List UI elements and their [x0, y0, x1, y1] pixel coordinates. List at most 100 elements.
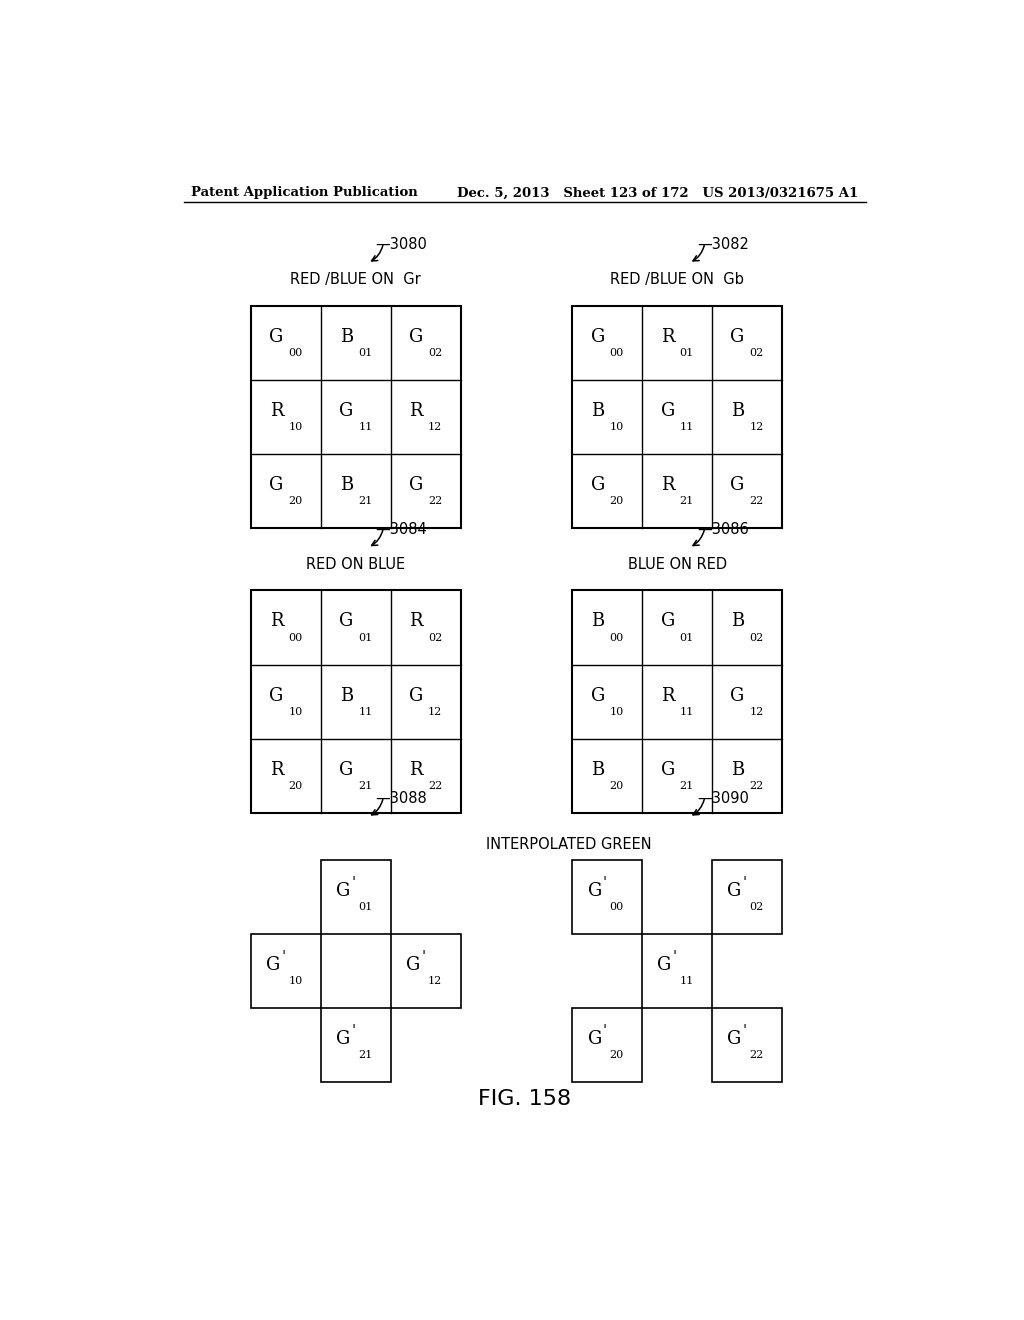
Text: 00: 00: [609, 348, 624, 358]
Text: G: G: [727, 1030, 741, 1048]
Text: 21: 21: [358, 1051, 373, 1060]
Text: ': ': [282, 950, 286, 964]
Text: —3090: —3090: [697, 791, 749, 807]
Text: 02: 02: [428, 632, 442, 643]
Text: ': ': [742, 1024, 746, 1038]
Text: —3084: —3084: [376, 521, 427, 537]
Text: 11: 11: [680, 422, 694, 432]
Text: B: B: [591, 760, 604, 779]
Bar: [251, 306, 461, 528]
Bar: [321, 1008, 391, 1082]
Text: ': ': [421, 950, 425, 964]
Text: 21: 21: [680, 781, 694, 791]
Text: 02: 02: [750, 902, 764, 912]
Text: G: G: [730, 686, 744, 705]
Text: G: G: [269, 686, 284, 705]
Text: RED /BLUE ON  Gb: RED /BLUE ON Gb: [610, 272, 744, 288]
Text: 10: 10: [609, 422, 624, 432]
Text: 22: 22: [750, 496, 764, 507]
Text: 10: 10: [289, 977, 302, 986]
Text: 22: 22: [750, 1051, 764, 1060]
Text: B: B: [731, 403, 744, 420]
Text: 22: 22: [428, 781, 442, 791]
Bar: [321, 859, 391, 935]
Text: B: B: [340, 477, 353, 494]
Text: 11: 11: [680, 977, 694, 986]
Text: 11: 11: [358, 706, 373, 717]
Text: G: G: [588, 882, 602, 900]
Text: Dec. 5, 2013   Sheet 123 of 172   US 2013/0321675 A1: Dec. 5, 2013 Sheet 123 of 172 US 2013/03…: [457, 186, 858, 199]
Text: 00: 00: [609, 902, 624, 912]
Text: 12: 12: [428, 977, 442, 986]
Text: 12: 12: [750, 422, 764, 432]
Text: G: G: [657, 956, 672, 974]
Text: 01: 01: [680, 632, 694, 643]
Text: 21: 21: [358, 496, 373, 507]
Text: 02: 02: [750, 632, 764, 643]
Text: FIG. 158: FIG. 158: [478, 1089, 571, 1109]
Text: G: G: [660, 612, 675, 631]
Text: —3088: —3088: [376, 791, 427, 807]
Text: G: G: [591, 686, 605, 705]
Text: 20: 20: [289, 781, 302, 791]
Text: R: R: [269, 403, 284, 420]
Text: G: G: [339, 612, 353, 631]
Text: G: G: [406, 956, 420, 974]
Text: 21: 21: [680, 496, 694, 507]
Text: R: R: [660, 327, 675, 346]
Text: RED /BLUE ON  Gr: RED /BLUE ON Gr: [291, 272, 421, 288]
Text: 20: 20: [609, 1051, 624, 1060]
Text: ': ': [603, 875, 607, 890]
Text: 11: 11: [358, 422, 373, 432]
Text: 11: 11: [680, 706, 694, 717]
Text: 12: 12: [750, 706, 764, 717]
Text: B: B: [731, 760, 744, 779]
Text: G: G: [591, 327, 605, 346]
Text: —3080: —3080: [376, 238, 427, 252]
Text: R: R: [269, 612, 284, 631]
Text: G: G: [336, 882, 350, 900]
Text: G: G: [339, 403, 353, 420]
Text: G: G: [660, 403, 675, 420]
Text: —3082: —3082: [697, 238, 749, 252]
Text: 00: 00: [289, 632, 302, 643]
Bar: [572, 1008, 642, 1082]
Bar: [712, 1008, 782, 1082]
Text: R: R: [269, 760, 284, 779]
Text: 01: 01: [680, 348, 694, 358]
Text: 22: 22: [750, 781, 764, 791]
Text: Patent Application Publication: Patent Application Publication: [191, 186, 418, 199]
Text: 00: 00: [609, 632, 624, 643]
Text: R: R: [410, 403, 423, 420]
Text: —3086: —3086: [697, 521, 749, 537]
Text: 20: 20: [609, 496, 624, 507]
Bar: [572, 859, 642, 935]
Text: G: G: [269, 327, 284, 346]
Text: B: B: [591, 612, 604, 631]
Text: B: B: [591, 403, 604, 420]
Text: 20: 20: [289, 496, 302, 507]
Bar: [642, 935, 712, 1008]
Text: 01: 01: [358, 632, 373, 643]
Text: G: G: [588, 1030, 602, 1048]
Text: RED ON BLUE: RED ON BLUE: [306, 557, 406, 572]
Text: G: G: [339, 760, 353, 779]
Bar: [712, 859, 782, 935]
Text: G: G: [266, 956, 281, 974]
Text: 01: 01: [358, 902, 373, 912]
Bar: [572, 306, 782, 528]
Text: R: R: [660, 686, 675, 705]
Text: 02: 02: [428, 348, 442, 358]
Text: G: G: [409, 327, 423, 346]
Text: B: B: [340, 327, 353, 346]
Text: G: G: [730, 327, 744, 346]
Text: 20: 20: [609, 781, 624, 791]
Text: ': ': [742, 875, 746, 890]
Text: 10: 10: [289, 422, 302, 432]
Text: 12: 12: [428, 706, 442, 717]
Text: G: G: [591, 477, 605, 494]
Text: 00: 00: [289, 348, 302, 358]
Text: ': ': [603, 1024, 607, 1038]
Text: G: G: [336, 1030, 350, 1048]
Text: ': ': [351, 875, 355, 890]
